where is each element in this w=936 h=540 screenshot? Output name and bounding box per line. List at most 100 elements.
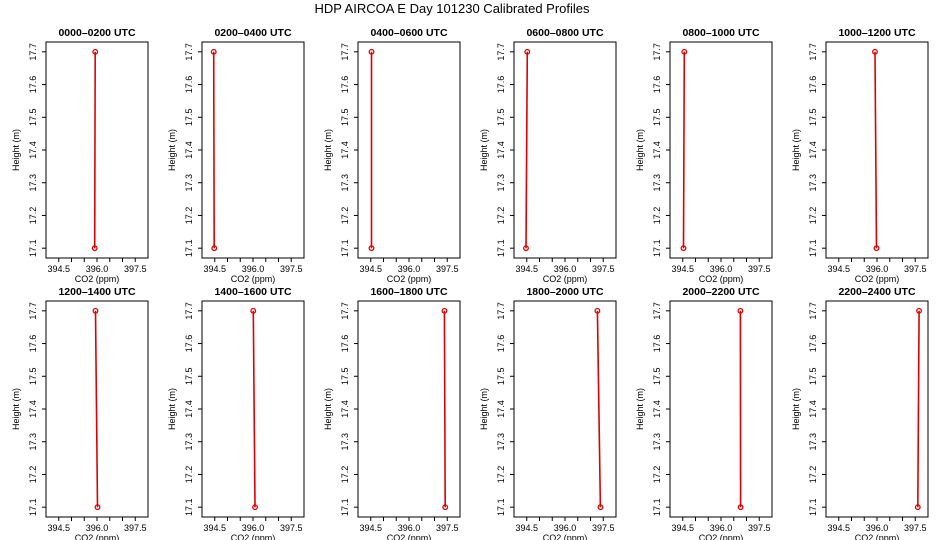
x-tick-label: 397.5 [592, 523, 615, 533]
profile-line [252, 310, 256, 508]
y-tick-label: 17.4 [496, 141, 506, 159]
y-tick-label: 17.7 [28, 43, 38, 61]
x-axis-label: CO2 (ppm) [855, 274, 900, 284]
profile-line [917, 310, 920, 508]
y-tick-label: 17.4 [184, 400, 194, 418]
y-tick-label: 17.1 [28, 239, 38, 257]
y-tick-label: 17.7 [808, 43, 818, 61]
y-axis-label: Height (m) [167, 388, 177, 430]
y-axis-label: Height (m) [11, 129, 21, 171]
data-point [873, 245, 880, 252]
panel: 1600–1800 UTC 394.5 396.0 397.5 17.1 17.2 17.3… [323, 286, 461, 540]
y-tick-label: 17.2 [340, 466, 350, 484]
y-tick-label: 17.2 [184, 207, 194, 225]
x-tick-label: 397.5 [280, 264, 303, 274]
x-tick-label: 396.0 [242, 523, 265, 533]
panel: 1200–1400 UTC 394.5 396.0 397.5 17.1 17.2 17.3… [11, 286, 149, 540]
x-tick-label: 396.0 [86, 523, 109, 533]
x-axis-label: CO2 (ppm) [231, 274, 276, 284]
panel-title: 1800–2000 UTC [526, 286, 603, 298]
y-tick-label: 17.2 [184, 466, 194, 484]
x-axis-label: CO2 (ppm) [75, 533, 120, 540]
plot-frame [357, 41, 461, 259]
x-tick-label: 394.5 [47, 264, 70, 274]
y-tick-label: 17.2 [496, 207, 506, 225]
panel: 0000–0200 UTC 394.5 396.0 397.5 17.1 17.2 17.3… [11, 27, 149, 284]
profile-line [682, 51, 686, 249]
y-axis-label: Height (m) [635, 388, 645, 430]
x-tick-label: 397.5 [748, 264, 771, 274]
y-tick-label: 17.6 [340, 335, 350, 353]
y-tick-label: 17.5 [28, 109, 38, 127]
y-tick-label: 17.1 [184, 239, 194, 257]
profile-line [443, 310, 446, 508]
x-tick-label: 397.5 [124, 523, 147, 533]
plot-frame [201, 41, 305, 259]
panel-title: 2000–2200 UTC [682, 286, 759, 298]
panel-title: 1400–1600 UTC [214, 286, 291, 298]
profile-line [596, 310, 602, 508]
y-tick-label: 17.2 [28, 207, 38, 225]
y-tick-label: 17.5 [808, 368, 818, 386]
y-tick-label: 17.1 [28, 498, 38, 516]
y-tick-label: 17.4 [184, 141, 194, 159]
y-tick-label: 17.4 [652, 141, 662, 159]
data-point [594, 307, 601, 314]
x-tick-label: 397.5 [904, 523, 927, 533]
y-tick-label: 17.3 [340, 174, 350, 192]
y-tick-label: 17.2 [808, 466, 818, 484]
profile-line [94, 310, 99, 508]
data-point [368, 48, 375, 55]
x-axis-label: CO2 (ppm) [387, 274, 432, 284]
panel: 2200–2400 UTC 394.5 396.0 397.5 17.1 17.2 17.3… [791, 286, 929, 540]
data-point [872, 48, 878, 55]
panel: 0400–0600 UTC 394.5 396.0 397.5 17.1 17.2 17.3… [323, 27, 461, 284]
y-tick-label: 17.1 [652, 498, 662, 516]
y-tick-label: 17.3 [808, 174, 818, 192]
panel: 1800–2000 UTC 394.5 396.0 397.5 17.1 17.2 17.3… [479, 286, 617, 540]
y-tick-label: 17.6 [652, 76, 662, 94]
y-tick-label: 17.7 [496, 302, 506, 320]
data-point [680, 245, 687, 252]
y-tick-label: 17.4 [808, 141, 818, 159]
y-tick-label: 17.6 [340, 76, 350, 94]
y-tick-label: 17.5 [808, 109, 818, 127]
x-axis-label: CO2 (ppm) [699, 274, 744, 284]
x-axis-label: CO2 (ppm) [543, 274, 588, 284]
x-tick-label: 394.5 [359, 264, 382, 274]
y-tick-label: 17.4 [340, 400, 350, 418]
data-point [737, 504, 744, 511]
x-tick-label: 396.0 [242, 264, 265, 274]
y-tick-label: 17.6 [28, 335, 38, 353]
panel-title: 2200–2400 UTC [838, 286, 915, 298]
y-tick-label: 17.3 [184, 174, 194, 192]
plot-frame [669, 300, 773, 518]
y-tick-label: 17.7 [340, 302, 350, 320]
data-point [524, 48, 531, 55]
x-tick-label: 396.0 [710, 523, 733, 533]
y-tick-label: 17.4 [808, 400, 818, 418]
data-point [252, 504, 258, 511]
y-tick-label: 17.4 [496, 400, 506, 418]
x-tick-label: 394.5 [47, 523, 70, 533]
x-tick-label: 394.5 [827, 264, 850, 274]
y-tick-label: 17.6 [652, 335, 662, 353]
x-axis-label: CO2 (ppm) [699, 533, 744, 540]
data-point [914, 504, 921, 511]
data-point [368, 245, 375, 252]
y-tick-label: 17.6 [496, 76, 506, 94]
y-tick-label: 17.3 [28, 174, 38, 192]
y-tick-label: 17.7 [28, 302, 38, 320]
panel-title: 0000–0200 UTC [58, 27, 135, 39]
y-tick-label: 17.3 [496, 174, 506, 192]
panel: 0600–0800 UTC 394.5 396.0 397.5 17.1 17.2 17.3… [479, 27, 617, 284]
y-tick-label: 17.4 [28, 400, 38, 418]
data-point [92, 48, 99, 55]
y-tick-label: 17.1 [808, 239, 818, 257]
x-axis-label: CO2 (ppm) [387, 533, 432, 540]
y-tick-label: 17.1 [340, 498, 350, 516]
y-tick-label: 17.5 [652, 368, 662, 386]
x-axis-label: CO2 (ppm) [543, 533, 588, 540]
data-point [441, 307, 448, 314]
